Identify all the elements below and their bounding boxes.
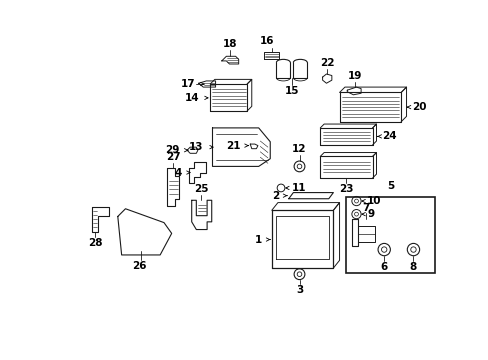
Text: 22: 22	[319, 58, 334, 68]
Text: 19: 19	[347, 71, 362, 81]
Text: 13: 13	[188, 142, 203, 152]
Text: 14: 14	[184, 93, 199, 103]
Text: 15: 15	[284, 86, 299, 95]
Text: 21: 21	[226, 141, 241, 150]
Text: 7: 7	[361, 203, 368, 213]
Text: 4: 4	[174, 167, 182, 177]
Bar	[345, 197, 434, 273]
Text: 6: 6	[380, 262, 387, 272]
Text: 27: 27	[165, 152, 180, 162]
Text: 5: 5	[386, 181, 393, 191]
Text: 11: 11	[291, 183, 305, 193]
Text: 28: 28	[88, 238, 102, 248]
Text: 12: 12	[292, 144, 306, 154]
Text: 10: 10	[366, 196, 381, 206]
Text: 29: 29	[164, 145, 179, 155]
Text: 20: 20	[411, 102, 426, 112]
Text: 16: 16	[260, 36, 274, 46]
Text: 24: 24	[381, 131, 396, 141]
Text: 2: 2	[272, 191, 279, 201]
Text: 3: 3	[295, 285, 303, 295]
Text: 9: 9	[366, 209, 374, 219]
Text: 25: 25	[193, 184, 208, 194]
Text: 26: 26	[132, 261, 146, 271]
Text: 18: 18	[223, 39, 237, 49]
Text: 17: 17	[181, 79, 195, 89]
Text: 1: 1	[255, 235, 262, 244]
Text: 23: 23	[339, 184, 353, 194]
Text: 8: 8	[409, 262, 416, 272]
